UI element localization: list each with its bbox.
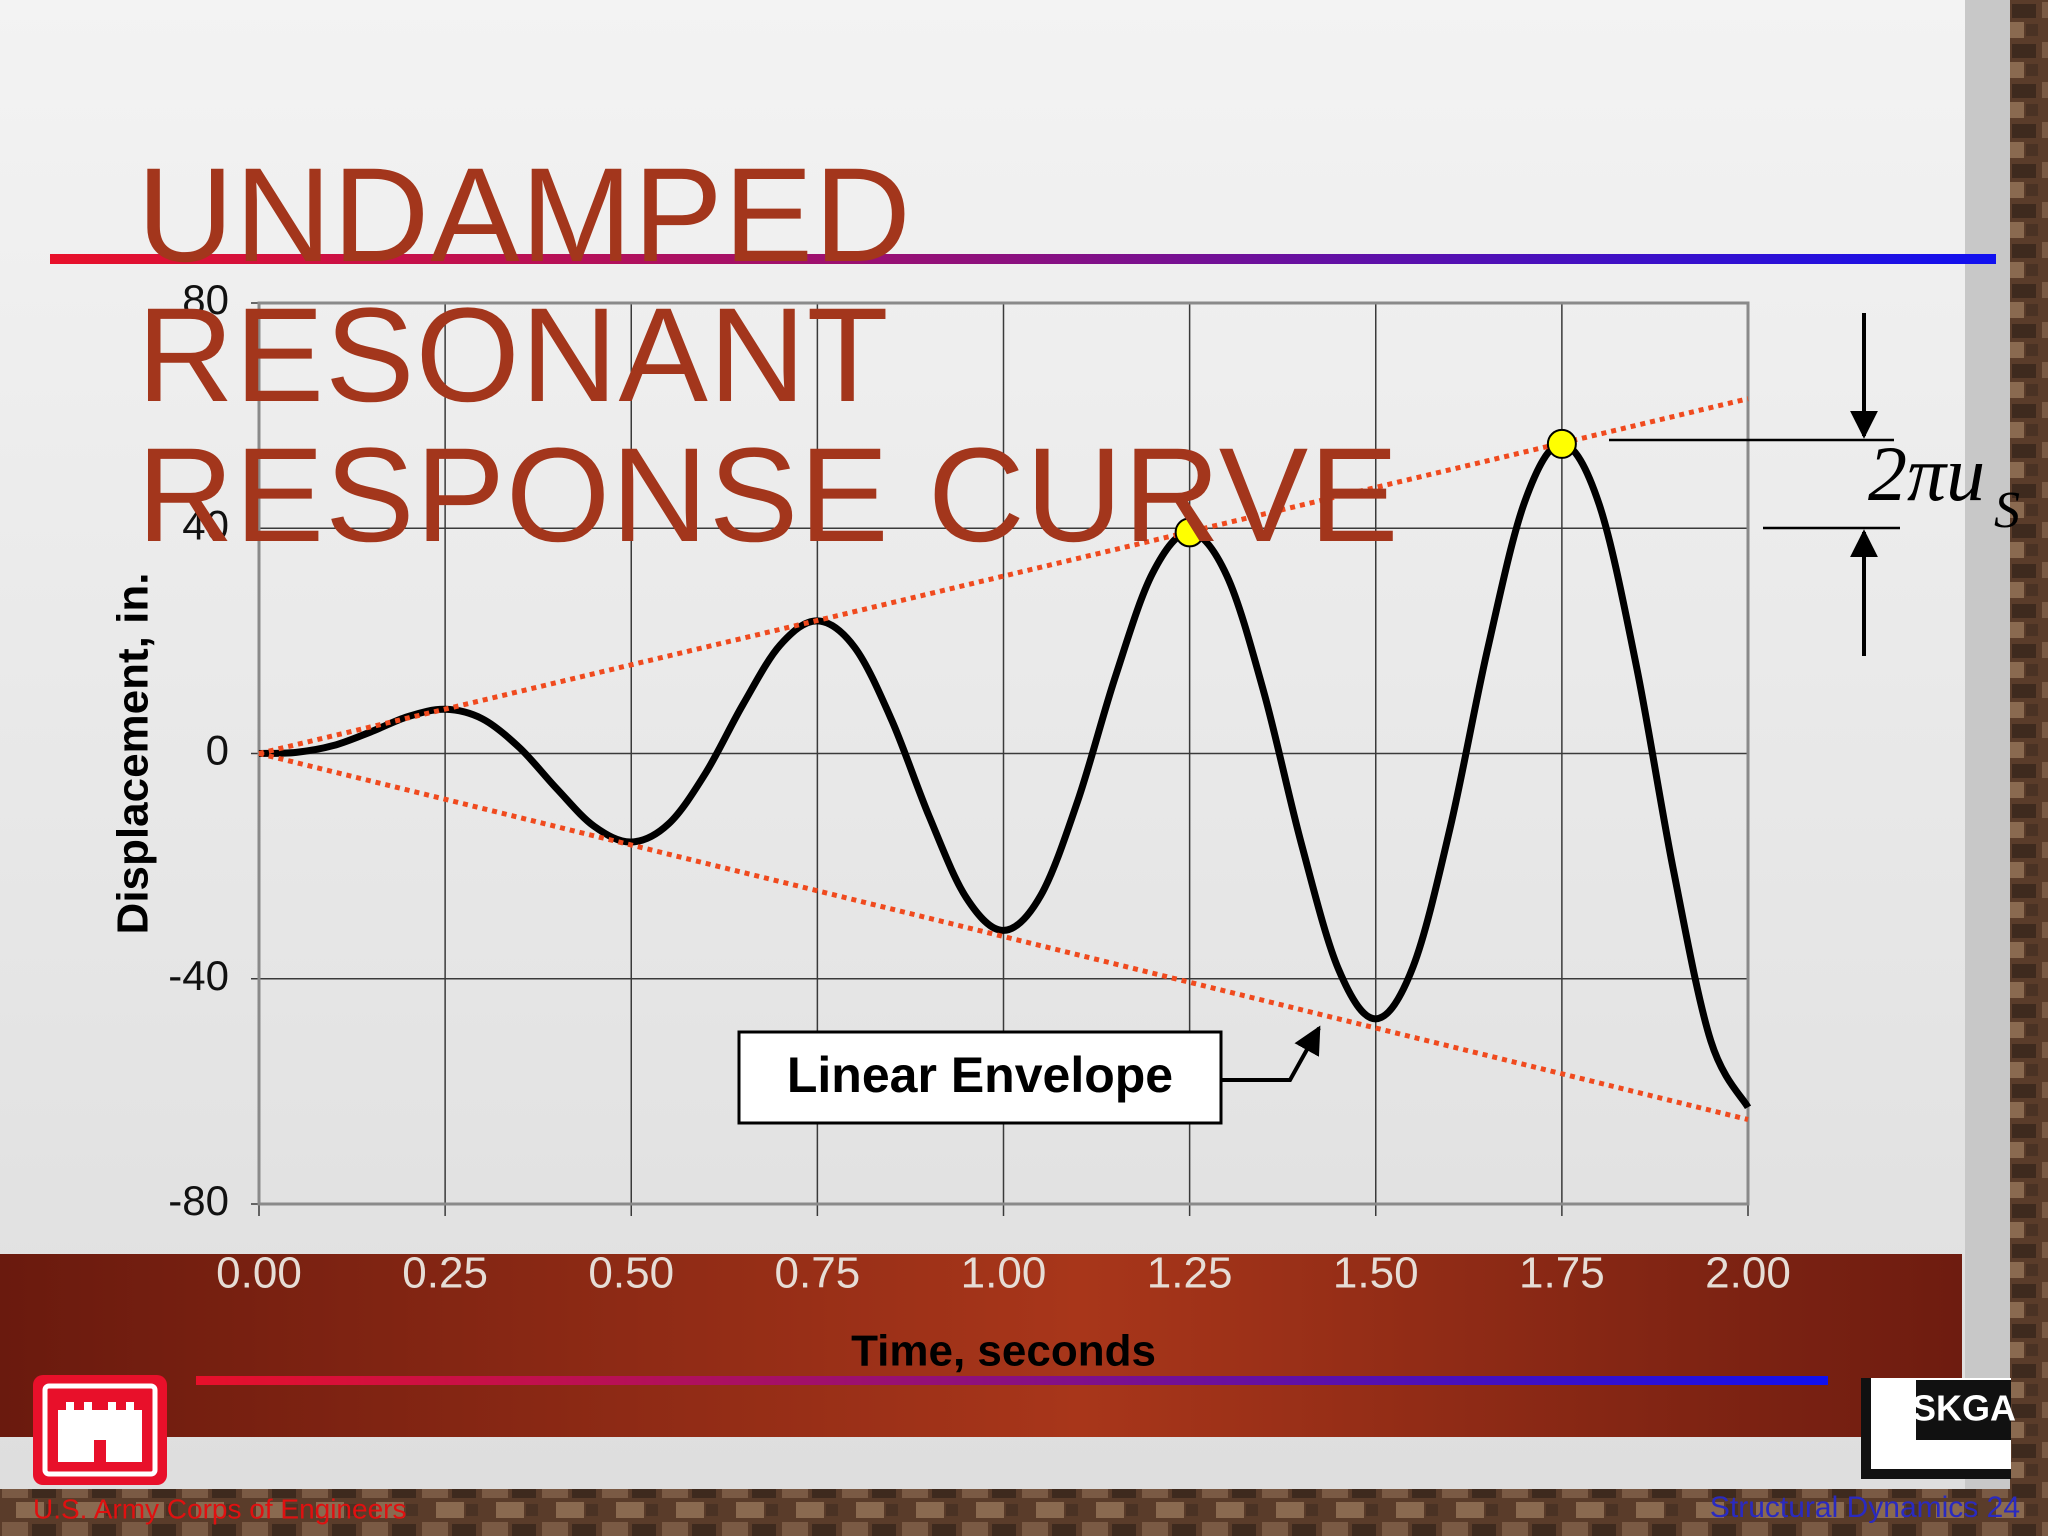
- annotation-arrow: [1221, 1025, 1321, 1082]
- title-rule: [50, 254, 1996, 264]
- y-tick-label: 0: [206, 727, 229, 774]
- footer-right: Structural Dynamics 24: [1710, 1491, 2020, 1524]
- x-tick-label: 0.25: [402, 1249, 488, 1298]
- x-tick-label: 0.50: [588, 1249, 674, 1298]
- x-tick-label: 1.75: [1519, 1249, 1605, 1298]
- response-curve: [258, 440, 1752, 1110]
- footer-band: [0, 1254, 1962, 1437]
- x-tick-label: 0.00: [216, 1249, 302, 1298]
- annotation-subscript: S: [1994, 482, 2020, 539]
- logo-text: SKGA: [1912, 1388, 2016, 1429]
- slide-title: UNDAMPED RESONANT RESPONSE CURVE: [137, 141, 1400, 570]
- x-tick-label: 1.00: [961, 1249, 1047, 1298]
- annotation-box: [737, 1030, 1223, 1125]
- x-tick-label: 1.50: [1333, 1249, 1419, 1298]
- footer-rule: [196, 1376, 1828, 1385]
- x-axis-label: Time, seconds: [851, 1327, 1156, 1376]
- y-tick-label: 80: [182, 276, 229, 323]
- castle-logo: [33, 1375, 167, 1485]
- x-tick-label: 1.25: [1147, 1249, 1233, 1298]
- peak-marker: [1546, 428, 1577, 459]
- y-tick-label: -80: [168, 1177, 229, 1224]
- footer-left: U.S. Army Corps of Engineers: [33, 1493, 406, 1524]
- y-tick-label: 40: [182, 501, 229, 548]
- x-tick-label: 0.75: [775, 1249, 861, 1298]
- plot: -80 -40 0 40 80 0.00 0.25 0.50 0.75 1.00 1.25 1.50 1…: [109, 276, 2020, 1376]
- x-tick-label: 2.00: [1705, 1249, 1791, 1298]
- skga-logo: [1861, 1378, 2011, 1479]
- annotation-math: 2πu: [1868, 430, 1985, 517]
- slide-edge: [1965, 0, 2010, 1489]
- peak-marker: [1174, 517, 1205, 548]
- y-axis-label: Displacement, in.: [109, 573, 158, 935]
- annotation-text: Linear Envelope: [787, 1047, 1173, 1103]
- y-tick-label: -40: [168, 952, 229, 999]
